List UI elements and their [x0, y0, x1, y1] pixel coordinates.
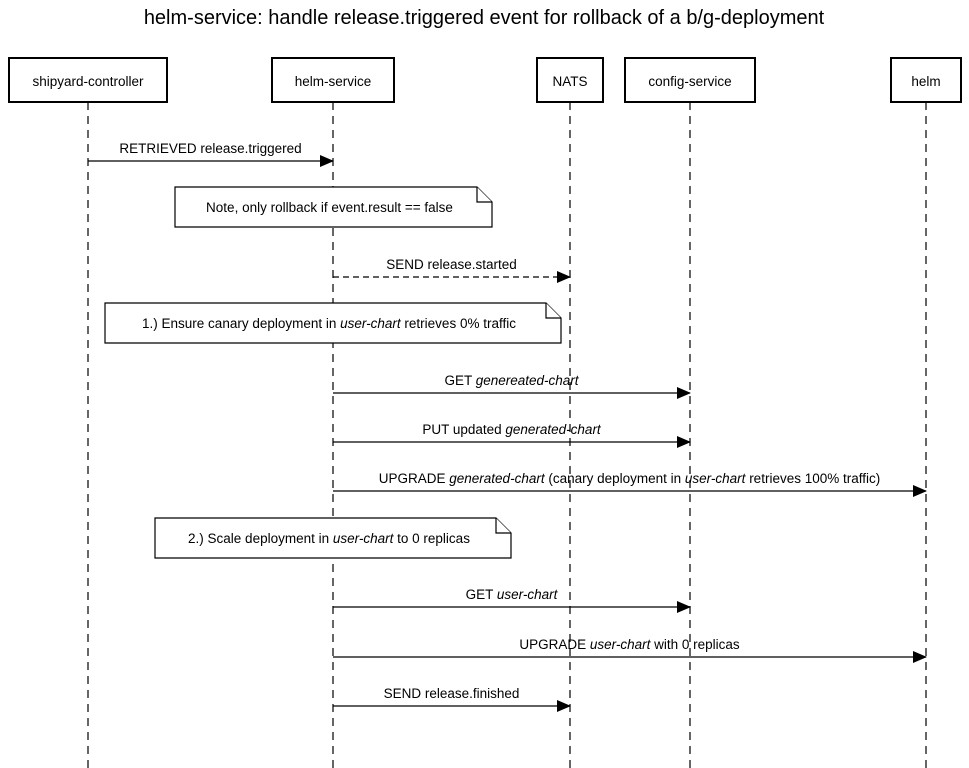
actor-label: shipyard-controller: [32, 74, 144, 89]
label-segment: Note, only rollback if event.result == f…: [206, 200, 453, 215]
diagram-title: helm-service: handle release.triggered e…: [144, 7, 825, 29]
message-label: GET genereated-chart: [444, 373, 579, 388]
note-8: 2.) Scale deployment in user-chart to 0 …: [154, 517, 512, 559]
label-segment: user-chart: [333, 531, 395, 546]
actor-label: NATS: [552, 74, 587, 89]
label-segment: to 0 replicas: [393, 531, 470, 546]
actor-shipyard-controller: shipyard-controller: [8, 57, 168, 103]
actor-config-service: config-service: [624, 57, 756, 103]
note-label: Note, only rollback if event.result == f…: [206, 200, 453, 215]
note-2: Note, only rollback if event.result == f…: [174, 186, 493, 228]
message-label: GET user-chart: [466, 587, 559, 602]
label-segment: generated-chart: [505, 422, 602, 437]
label-segment: PUT updated: [422, 422, 505, 437]
note-label: 1.) Ensure canary deployment in user-cha…: [142, 316, 516, 331]
label-segment: user-chart: [685, 471, 747, 486]
message-1: RETRIEVED release.triggered: [88, 141, 334, 167]
actor-label: helm: [911, 74, 940, 89]
message-7: UPGRADE generated-chart (canary deployme…: [333, 471, 927, 497]
label-segment: with 0 replicas: [650, 637, 740, 652]
message-3: SEND release.started: [333, 257, 571, 283]
message-label: SEND release.started: [386, 257, 517, 272]
actor-box: [8, 57, 168, 103]
note-fold: [476, 187, 492, 203]
label-segment: GET: [444, 373, 475, 388]
label-segment: genereated-chart: [476, 373, 580, 388]
note-box: [154, 517, 512, 559]
message-5: GET genereated-chart: [333, 373, 691, 399]
steps: RETRIEVED release.triggered Note, only ro…: [88, 141, 927, 712]
label-segment: generated-chart: [449, 471, 546, 486]
message-label: PUT updated generated-chart: [422, 422, 602, 437]
label-segment: UPGRADE: [379, 471, 450, 486]
label-segment: retrieves 100% traffic): [745, 471, 880, 486]
actor-box: [890, 57, 962, 103]
actor-label: helm-service: [295, 74, 372, 89]
actor-label: config-service: [648, 74, 731, 89]
label-segment: SEND release.finished: [384, 686, 520, 701]
note-label: 2.) Scale deployment in user-chart to 0 …: [188, 531, 470, 546]
message-9: GET user-chart: [333, 587, 691, 613]
label-segment: 2.) Scale deployment in: [188, 531, 333, 546]
label-segment: (canary deployment in: [545, 471, 685, 486]
message-10: UPGRADE user-chart with 0 replicas: [333, 637, 927, 663]
actor-nats: NATS: [536, 57, 604, 103]
note-fold: [545, 303, 561, 319]
label-segment: retrieves 0% traffic: [401, 316, 517, 331]
label-segment: user-chart: [497, 587, 559, 602]
message-6: PUT updated generated-chart: [333, 422, 691, 448]
actors: shipyard-controller helm-service NATS confi…: [8, 57, 962, 103]
label-segment: SEND release.started: [386, 257, 517, 272]
message-label: SEND release.finished: [384, 686, 520, 701]
actor-helm: helm: [890, 57, 962, 103]
label-segment: UPGRADE: [519, 637, 590, 652]
note-box: [174, 186, 493, 228]
note-fold: [495, 518, 511, 534]
actor-box: [271, 57, 395, 103]
actor-box: [624, 57, 756, 103]
label-segment: GET: [466, 587, 497, 602]
label-segment: RETRIEVED release.triggered: [119, 141, 301, 156]
message-label: RETRIEVED release.triggered: [119, 141, 301, 156]
message-11: SEND release.finished: [333, 686, 571, 712]
label-segment: user-chart: [590, 637, 652, 652]
actor-helm-service: helm-service: [271, 57, 395, 103]
message-label: UPGRADE generated-chart (canary deployme…: [379, 471, 881, 486]
label-segment: user-chart: [340, 316, 402, 331]
note-box: [104, 302, 562, 344]
message-label: UPGRADE user-chart with 0 replicas: [519, 637, 740, 652]
actor-box: [536, 57, 604, 103]
label-segment: 1.) Ensure canary deployment in: [142, 316, 340, 331]
note-4: 1.) Ensure canary deployment in user-cha…: [104, 302, 562, 344]
